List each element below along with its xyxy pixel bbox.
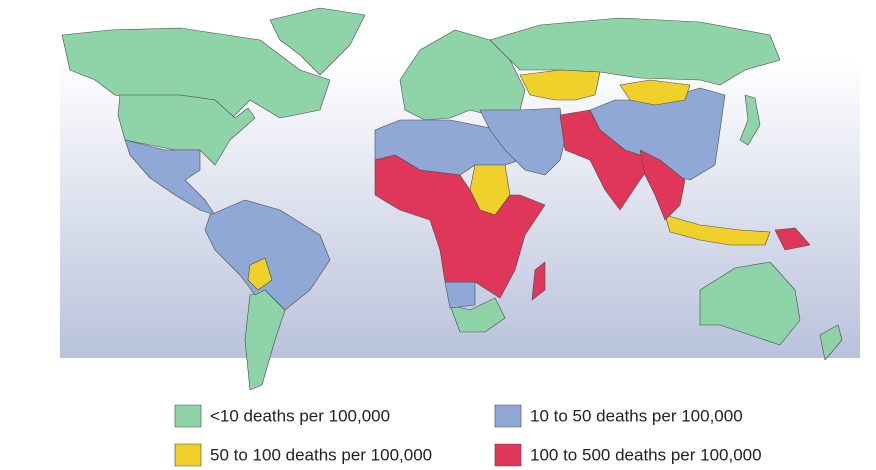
legend-label: 10 to 50 deaths per 100,000 bbox=[530, 406, 743, 425]
legend-label: <10 deaths per 100,000 bbox=[210, 406, 390, 425]
southern-africa-blue bbox=[444, 281, 476, 309]
legend-label: 100 to 500 deaths per 100,000 bbox=[530, 445, 762, 464]
australia bbox=[699, 261, 801, 346]
south-america bbox=[204, 199, 331, 311]
madagascar bbox=[531, 261, 546, 301]
legend-label: 50 to 100 deaths per 100,000 bbox=[210, 445, 432, 464]
legend-swatch bbox=[174, 404, 202, 428]
southeast-asia bbox=[639, 149, 686, 221]
greenland bbox=[269, 7, 366, 76]
kazakhstan bbox=[519, 69, 601, 101]
new-zealand bbox=[819, 324, 843, 361]
bolivia bbox=[247, 257, 273, 291]
sub-saharan-africa bbox=[374, 154, 546, 299]
indonesia bbox=[664, 214, 771, 246]
south-africa bbox=[449, 297, 506, 333]
legend-swatch bbox=[174, 443, 202, 467]
south-asia bbox=[559, 109, 656, 211]
legend-swatch bbox=[494, 404, 522, 428]
mongolia bbox=[619, 79, 691, 106]
world-map bbox=[61, 7, 843, 391]
legend: <10 deaths per 100,000 10 to 50 deaths p… bbox=[174, 404, 762, 467]
mexico-central-america bbox=[124, 139, 216, 216]
japan bbox=[739, 94, 761, 146]
legend-swatch bbox=[494, 443, 522, 467]
russia bbox=[489, 17, 781, 86]
middle-east bbox=[479, 107, 566, 176]
papua-new-guinea bbox=[774, 227, 811, 251]
